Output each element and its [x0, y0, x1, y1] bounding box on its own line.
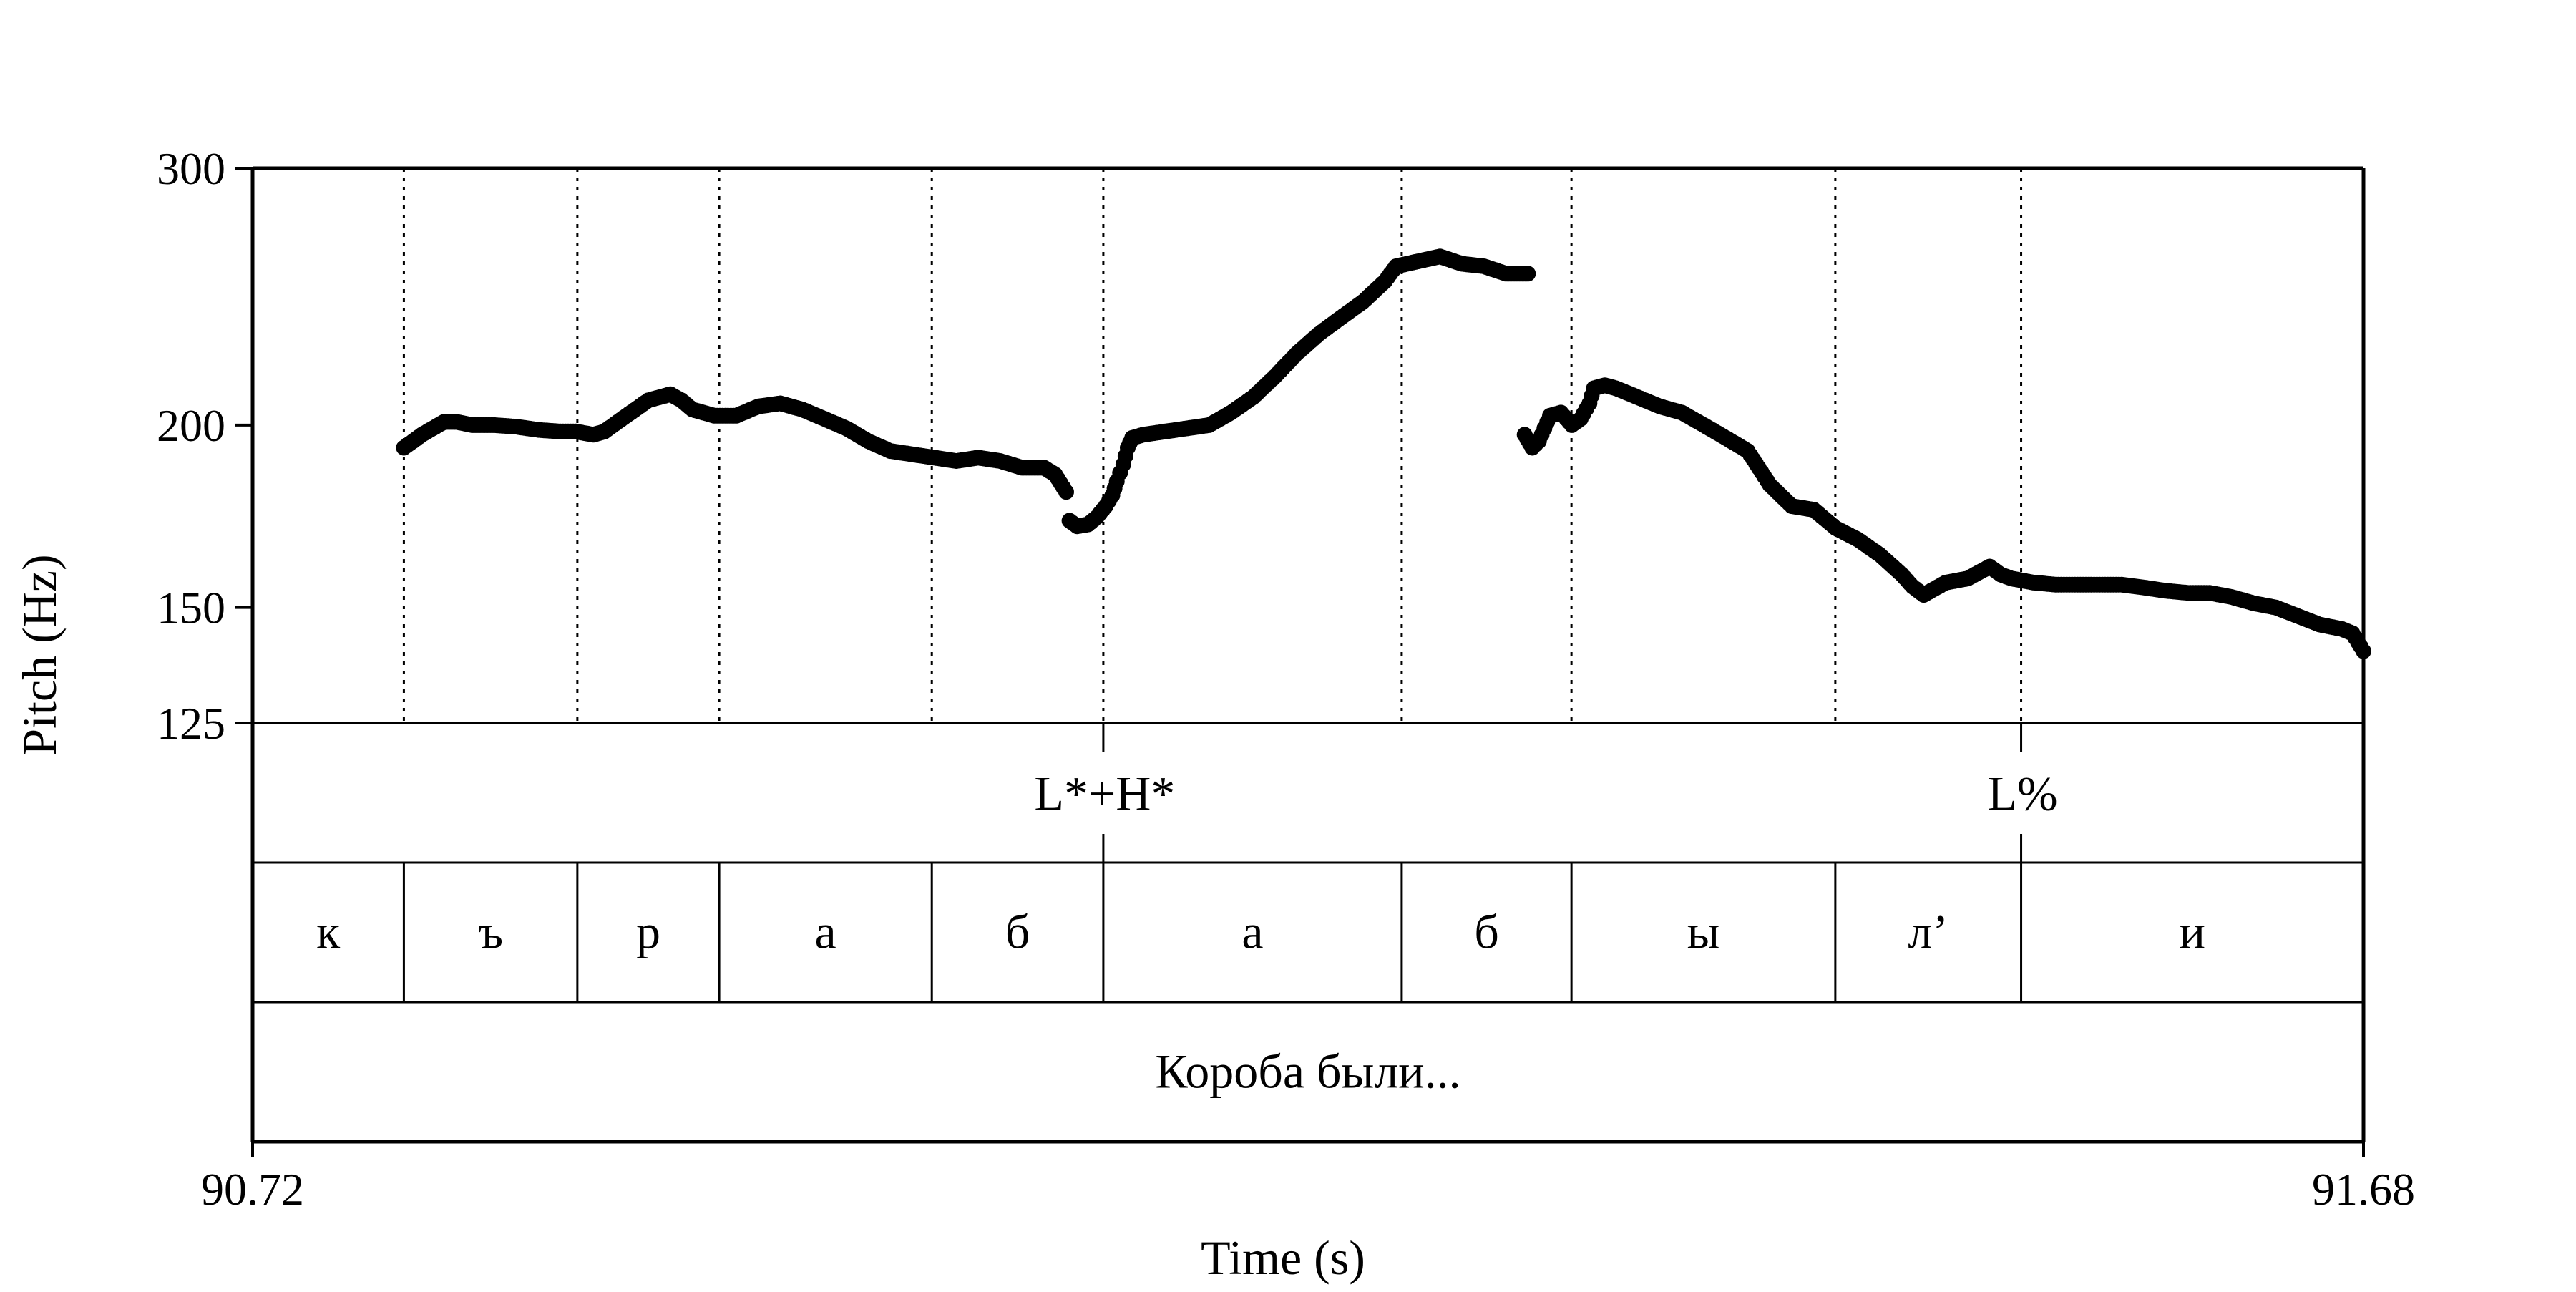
segment-label: и	[2180, 905, 2205, 959]
y-axis-title: Pitch (Hz)	[12, 554, 67, 755]
segment-label: к	[316, 905, 341, 959]
pitch-point	[1520, 266, 1536, 282]
chart-frame	[250, 166, 2366, 1144]
tone-label: L*+H*	[1034, 767, 1175, 821]
boundary-lines	[402, 168, 2023, 723]
y-tick-label: 200	[157, 400, 225, 451]
x-tick-label: 90.72	[201, 1164, 304, 1215]
pitch-track	[396, 248, 2371, 659]
y-tick-label: 125	[157, 698, 225, 749]
y-tick-label: 300	[157, 143, 225, 194]
pitch-point	[1058, 484, 1074, 500]
segment-label: а	[815, 905, 836, 959]
segment-label: л’	[1908, 905, 1948, 959]
segment-label: ы	[1687, 905, 1720, 959]
x-axis: 90.72 91.68	[201, 1142, 2415, 1215]
x-tick-label: 91.68	[2312, 1164, 2415, 1215]
segment-label: б	[1474, 905, 1499, 959]
y-tick-label: 150	[157, 583, 225, 633]
segment-label: р	[636, 905, 660, 959]
segment-label: ъ	[478, 905, 503, 959]
y-axis: 300 200 150 125	[157, 143, 253, 749]
x-axis-title: Time (s)	[1201, 1230, 1365, 1285]
annotation-tiers: L*+H* L% к ъ р а б а б ы л’ и Короба были...	[316, 723, 2205, 1099]
phrase-label: Короба были...	[1155, 1044, 1460, 1099]
segment-label: б	[1005, 905, 1030, 959]
tone-label: L%	[1987, 767, 2057, 821]
segment-label: а	[1241, 905, 1263, 959]
